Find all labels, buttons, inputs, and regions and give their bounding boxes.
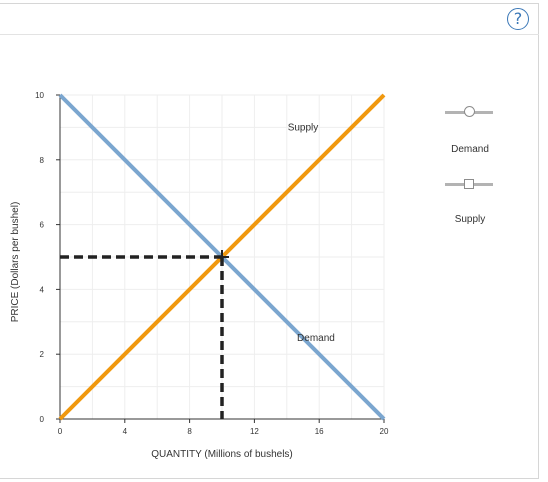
x-tick-label: 16 <box>315 427 324 436</box>
x-tick-label: 12 <box>250 427 259 436</box>
equilibrium-marker[interactable] <box>60 250 229 419</box>
y-tick-label: 8 <box>40 156 45 165</box>
demand-tool-icon[interactable] <box>445 106 493 118</box>
toolbar <box>0 3 539 35</box>
legend-label-demand: Demand <box>451 144 489 155</box>
curve-label-supply: Supply <box>288 122 319 133</box>
y-tick-label: 6 <box>40 221 45 230</box>
x-tick-label: 8 <box>187 427 192 436</box>
x-tick-label: 0 <box>58 427 63 436</box>
grid <box>59 94 385 420</box>
y-axis-title: PRICE (Dollars per bushel) <box>10 202 21 323</box>
curve-labels: Supply Demand <box>288 122 335 344</box>
x-axis-title: QUANTITY (Millions of bushels) <box>151 449 293 460</box>
graph-panel <box>0 3 539 479</box>
help-icon: ? <box>513 9 523 28</box>
supply-tool-icon[interactable] <box>445 178 493 190</box>
tick-labels: 0 4 8 12 16 20 0 2 4 6 8 10 <box>35 91 389 436</box>
y-tick-label: 4 <box>40 285 45 294</box>
y-tick-label: 0 <box>40 415 45 424</box>
help-button[interactable]: ? <box>507 8 529 30</box>
x-tick-label: 4 <box>123 427 128 436</box>
curve-label-demand: Demand <box>297 333 335 344</box>
y-tick-label: 2 <box>40 350 45 359</box>
legend-label-supply: Supply <box>454 214 486 225</box>
x-tick-label: 20 <box>380 427 389 436</box>
y-tick-label: 10 <box>35 91 44 100</box>
